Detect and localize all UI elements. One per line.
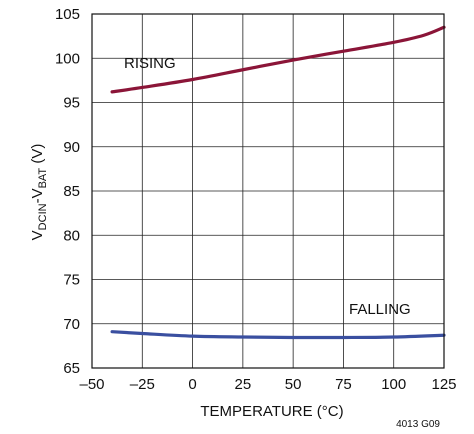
x-tick-label: 75 bbox=[335, 376, 352, 393]
x-tick-label: 25 bbox=[235, 376, 252, 393]
y-tick-label: 95 bbox=[63, 95, 80, 112]
x-tick-label: 50 bbox=[285, 376, 302, 393]
plot-frame bbox=[91, 13, 445, 369]
x-tick-label: 0 bbox=[188, 376, 196, 393]
x-tick-labels: –50 –25 0 25 50 75 100 125 bbox=[79, 376, 456, 393]
y-axis-title-sub2: BAT bbox=[37, 168, 49, 189]
x-tick-label: –25 bbox=[130, 376, 155, 393]
series-lines bbox=[110, 25, 446, 340]
figure-code: 4013 G09 bbox=[396, 419, 440, 430]
y-tick-labels: 65 70 75 80 85 90 95 100 105 bbox=[55, 6, 80, 377]
y-axis-title: VDCIN-VBAT (V) bbox=[29, 144, 49, 241]
y-axis-title-mid: -V bbox=[29, 188, 46, 203]
y-tick-label: 105 bbox=[55, 6, 80, 23]
y-tick-label: 85 bbox=[63, 183, 80, 200]
x-tick-label: –50 bbox=[79, 376, 104, 393]
y-axis-title-prefix: V bbox=[29, 230, 46, 240]
series-line-rising bbox=[110, 25, 446, 94]
y-tick-label: 80 bbox=[63, 227, 80, 244]
y-tick-label: 70 bbox=[63, 316, 80, 333]
series-label-rising: RISING bbox=[124, 55, 176, 72]
x-tick-label: 100 bbox=[381, 376, 406, 393]
y-tick-label: 65 bbox=[63, 360, 80, 377]
y-tick-label: 100 bbox=[55, 50, 80, 67]
series-line-falling bbox=[110, 330, 446, 340]
y-axis-title-suffix: (V) bbox=[29, 144, 46, 168]
y-axis-title-sub1: DCIN bbox=[37, 203, 49, 230]
y-tick-label: 90 bbox=[63, 139, 80, 156]
series-label-falling: FALLING bbox=[349, 301, 411, 318]
x-axis-title: TEMPERATURE (°C) bbox=[200, 403, 343, 420]
y-tick-label: 75 bbox=[63, 272, 80, 289]
x-tick-label: 125 bbox=[431, 376, 456, 393]
